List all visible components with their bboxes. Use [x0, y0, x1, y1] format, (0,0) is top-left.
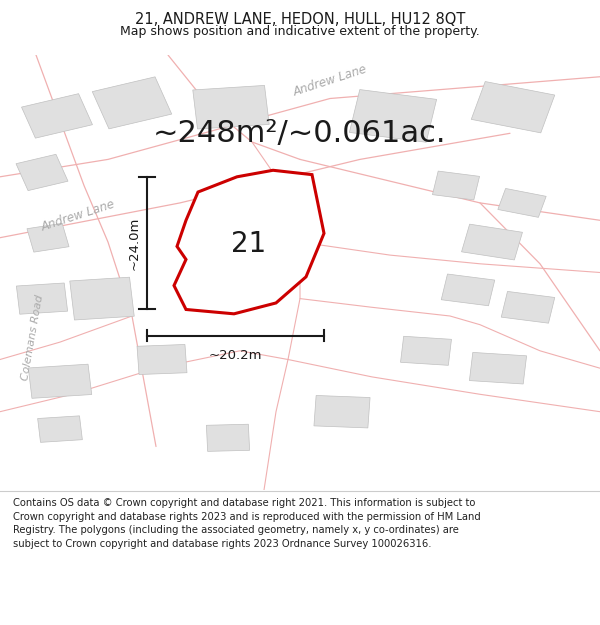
Text: Contains OS data © Crown copyright and database right 2021. This information is : Contains OS data © Crown copyright and d…: [13, 498, 481, 549]
Polygon shape: [27, 223, 69, 252]
Polygon shape: [22, 94, 92, 138]
Polygon shape: [174, 170, 324, 314]
Polygon shape: [28, 364, 92, 398]
Polygon shape: [501, 291, 555, 323]
Text: ~24.0m: ~24.0m: [127, 216, 140, 270]
Polygon shape: [193, 86, 269, 129]
Polygon shape: [314, 396, 370, 428]
Text: 21: 21: [232, 230, 266, 258]
Polygon shape: [433, 171, 479, 200]
Polygon shape: [401, 336, 451, 366]
Polygon shape: [471, 81, 555, 133]
Text: Colemans Road: Colemans Road: [20, 294, 46, 381]
Polygon shape: [92, 77, 172, 129]
Text: ~248m²/~0.061ac.: ~248m²/~0.061ac.: [153, 119, 447, 148]
Text: Andrew Lane: Andrew Lane: [292, 63, 368, 99]
Text: 21, ANDREW LANE, HEDON, HULL, HU12 8QT: 21, ANDREW LANE, HEDON, HULL, HU12 8QT: [135, 12, 465, 27]
Polygon shape: [137, 344, 187, 374]
Polygon shape: [498, 189, 546, 218]
Polygon shape: [16, 283, 68, 314]
Polygon shape: [196, 231, 260, 271]
Polygon shape: [70, 278, 134, 320]
Text: Map shows position and indicative extent of the property.: Map shows position and indicative extent…: [120, 26, 480, 39]
Polygon shape: [461, 224, 523, 260]
Polygon shape: [38, 416, 82, 442]
Polygon shape: [206, 424, 250, 451]
Text: ~20.2m: ~20.2m: [209, 349, 262, 362]
Polygon shape: [349, 89, 437, 142]
Polygon shape: [16, 154, 68, 191]
Polygon shape: [469, 352, 527, 384]
Text: Andrew Lane: Andrew Lane: [40, 198, 116, 234]
Polygon shape: [441, 274, 495, 306]
